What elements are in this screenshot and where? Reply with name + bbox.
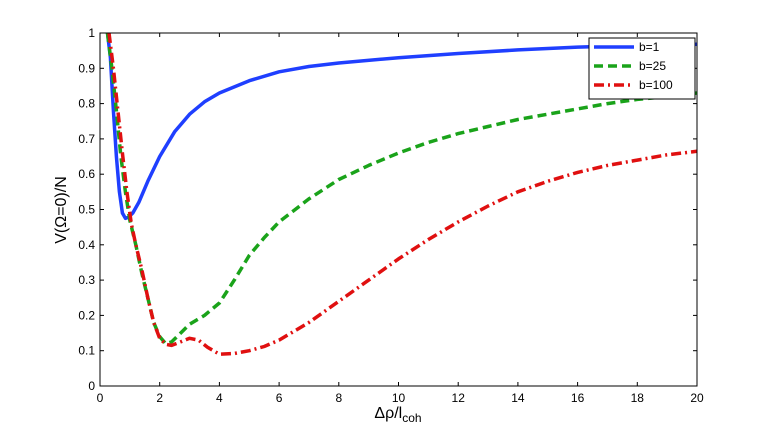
x-tick-label: 8: [335, 391, 342, 405]
series-line-b25: [105, 33, 697, 346]
x-tick-label: 4: [216, 391, 223, 405]
series-line-b1: [105, 33, 697, 221]
y-tick-label: 0.5: [78, 203, 95, 217]
y-tick-label: 0.7: [78, 132, 95, 146]
x-tick-label: 20: [690, 391, 704, 405]
x-tick-label: 14: [511, 391, 525, 405]
y-tick-label: 0.4: [78, 238, 95, 252]
y-axis-title: V(Ω=0)/N: [53, 176, 70, 244]
x-tick-label: 6: [276, 391, 283, 405]
x-axis: 0 2 4 6 8 10 12 14 16 18 20: [97, 33, 704, 405]
y-tick-label: 1: [88, 26, 95, 40]
x-tick-label: 16: [571, 391, 585, 405]
series-line-b100: [107, 33, 697, 356]
legend-label: b=1: [639, 40, 660, 54]
series-layer: [105, 33, 697, 356]
legend-label: b=25: [639, 59, 666, 73]
y-tick-label: 0.6: [78, 167, 95, 181]
y-axis: 0 0.1 0.2 0.3 0.4 0.5 0.6 0.7 0.8 0.9 1: [78, 26, 697, 393]
x-tick-label: 10: [392, 391, 406, 405]
x-tick-label: 2: [156, 391, 163, 405]
x-axis-title: Δρ/lcoh: [374, 405, 421, 425]
y-tick-label: 0.8: [78, 97, 95, 111]
y-tick-label: 0.3: [78, 273, 95, 287]
legend-label: b=100: [639, 78, 673, 92]
x-tick-label: 12: [452, 391, 466, 405]
legend: b=1 b=25 b=100: [588, 37, 696, 100]
y-tick-label: 0.9: [78, 61, 95, 75]
x-tick-label: 0: [97, 391, 104, 405]
y-tick-label: 0: [88, 379, 95, 393]
x-tick-label: 18: [631, 391, 645, 405]
y-tick-label: 0.2: [78, 308, 95, 322]
y-tick-label: 0.1: [78, 344, 95, 358]
